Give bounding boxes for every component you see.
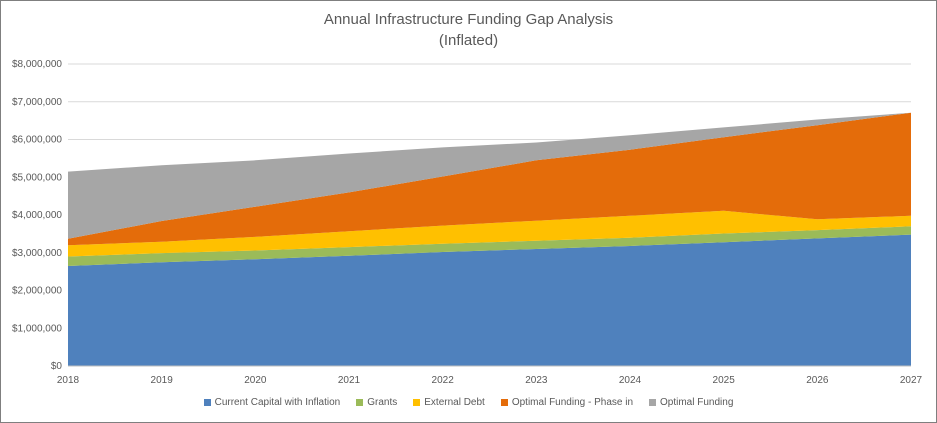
x-tick-label: 2025 xyxy=(713,375,736,386)
legend-swatch xyxy=(649,399,657,406)
x-tick-label: 2027 xyxy=(900,375,923,386)
legend-item: Grants xyxy=(356,397,397,408)
chart-title: Annual Infrastructure Funding Gap Analys… xyxy=(323,11,614,28)
area-series-3 xyxy=(68,210,911,257)
area-series-5 xyxy=(68,112,911,239)
x-tick-label: 2024 xyxy=(619,375,642,386)
area-series-2 xyxy=(68,226,911,266)
legend-item: External Debt xyxy=(413,397,485,408)
y-tick-label: $1,000,000 xyxy=(12,323,62,334)
y-tick-label: $2,000,000 xyxy=(12,286,62,297)
legend-label: Current Capital with Inflation xyxy=(214,397,341,408)
y-tick-label: $0 xyxy=(51,361,63,372)
chart-legend: Current Capital with Inflation Grants Exte… xyxy=(0,397,937,408)
legend-item: Optimal Funding xyxy=(649,397,733,408)
x-tick-label: 2026 xyxy=(806,375,829,386)
legend-item: Current Capital with Inflation xyxy=(203,397,341,408)
legend-swatch xyxy=(356,399,364,406)
legend-label: Optimal Funding - Phase in xyxy=(511,397,634,408)
x-tick-label: 2018 xyxy=(57,375,80,386)
x-tick-label: 2020 xyxy=(244,375,267,386)
legend-swatch xyxy=(500,399,508,406)
y-tick-label: $6,000,000 xyxy=(12,135,62,146)
x-tick-label: 2019 xyxy=(151,375,174,386)
legend-label: Grants xyxy=(367,397,398,408)
x-tick-label: 2021 xyxy=(338,375,361,386)
legend-swatch xyxy=(203,399,211,406)
area-series-1 xyxy=(68,234,911,366)
area-series-4 xyxy=(68,112,911,246)
x-tick-label: 2023 xyxy=(525,375,548,386)
legend-label: Optimal Funding xyxy=(660,397,734,408)
y-tick-label: $3,000,000 xyxy=(12,248,62,259)
legend-item: Optimal Funding - Phase in xyxy=(500,397,634,408)
y-tick-label: $5,000,000 xyxy=(12,172,62,183)
chart-subtitle: (Inflated) xyxy=(438,32,499,49)
legend-swatch xyxy=(413,399,421,406)
legend-label: External Debt xyxy=(424,397,485,408)
y-tick-label: $8,000,000 xyxy=(12,59,62,70)
y-tick-label: $4,000,000 xyxy=(12,210,62,221)
y-tick-label: $7,000,000 xyxy=(12,97,62,108)
x-tick-label: 2022 xyxy=(432,375,455,386)
